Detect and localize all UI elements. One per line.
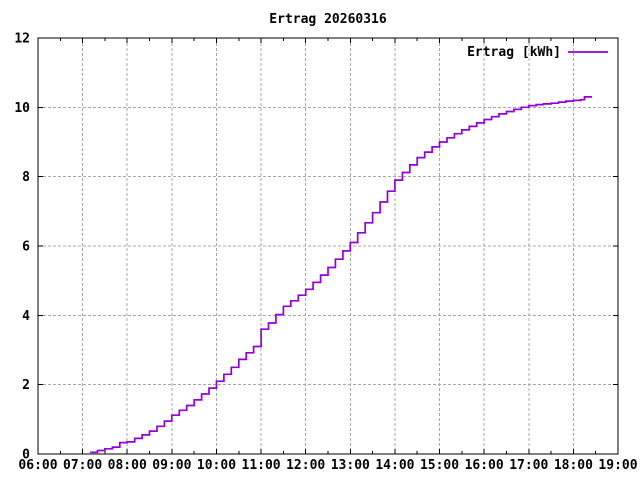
plot-border	[37, 37, 619, 455]
x-tick-label: 08:00	[108, 458, 147, 473]
gridlines	[38, 38, 618, 454]
chart-title: Ertrag 20260316	[269, 12, 387, 27]
legend-label: Ertrag [kWh]	[467, 45, 561, 60]
series-layer	[90, 96, 592, 454]
x-tick-label: 10:00	[197, 458, 236, 473]
y-tick-label: 4	[22, 309, 30, 324]
x-tick-label: 11:00	[242, 458, 281, 473]
y-tick-label: 2	[22, 378, 30, 393]
series-line-ertrag-kwh	[90, 96, 592, 454]
x-tick-label: 09:00	[152, 458, 191, 473]
x-tick-label: 06:00	[18, 458, 57, 473]
y-tick-label: 10	[14, 101, 30, 116]
y-tick-labels: 0 2 4 6 8 10 12	[14, 32, 30, 463]
x-tick-label: 19:00	[598, 458, 637, 473]
x-tick-labels: 06:00 07:00 08:00 09:00 10:00 11:00 12:00 13:00…	[18, 458, 637, 473]
y-tick-label: 12	[14, 32, 30, 47]
x-tick-label: 07:00	[63, 458, 102, 473]
x-tick-label: 18:00	[554, 458, 593, 473]
x-tick-label: 16:00	[465, 458, 504, 473]
x-tick-label: 17:00	[509, 458, 548, 473]
x-tick-label: 15:00	[420, 458, 459, 473]
y-tick-label: 0	[22, 448, 30, 463]
x-tick-label: 14:00	[375, 458, 414, 473]
y-tick-label: 6	[22, 240, 30, 255]
x-tick-label: 12:00	[286, 458, 325, 473]
y-tick-label: 8	[22, 170, 30, 185]
legend: Ertrag [kWh]	[467, 45, 608, 60]
x-tick-label: 13:00	[331, 458, 370, 473]
